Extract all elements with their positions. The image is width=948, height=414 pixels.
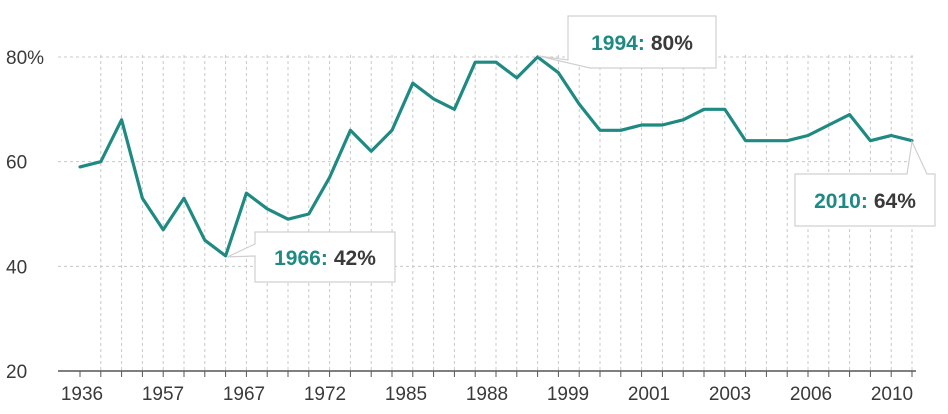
callout-box <box>227 231 396 283</box>
x-tick-label: 1967 <box>223 384 265 405</box>
callout-year: 2010: <box>814 190 868 213</box>
x-tick-label: 1985 <box>385 384 427 405</box>
x-tick-label: 1972 <box>304 384 346 405</box>
callout-1966: 1966: 42% <box>227 231 396 283</box>
callout-year: 1994: <box>591 32 645 55</box>
x-tick-label: 2003 <box>709 384 751 405</box>
callout-1994: 1994: 80% <box>538 15 717 69</box>
x-tick-label: 1988 <box>466 384 508 405</box>
y-tick-label: 60 <box>6 153 27 174</box>
x-tick-label: 2001 <box>628 384 670 405</box>
callout-value: 64% <box>874 190 916 213</box>
y-tick-label: 40 <box>6 257 27 278</box>
callout-label: 1966: 42% <box>274 247 376 270</box>
x-tick-label: 2006 <box>790 384 832 405</box>
y-axis-labels: 20 40 60 80% <box>6 48 44 383</box>
x-tick-label: 2010 <box>871 384 913 405</box>
callout-2010: 2010: 64% <box>794 139 936 227</box>
x-tick-label: 1999 <box>547 384 589 405</box>
series-line <box>78 55 914 258</box>
callout-year: 1966: <box>274 247 328 270</box>
callout-box <box>794 139 936 227</box>
x-tick-label: 1936 <box>61 384 103 405</box>
x-axis-labels: 1936 1957 1967 1972 1985 1988 1999 2001 2003 2006… <box>61 384 913 405</box>
y-tick-label: 80% <box>6 48 44 69</box>
callout-value: 80% <box>651 32 693 55</box>
callout-box <box>538 15 717 69</box>
x-axis-ticks <box>79 371 913 377</box>
callout-label: 1994: 80% <box>591 32 693 55</box>
callout-value: 42% <box>334 247 376 270</box>
callout-label: 2010: 64% <box>814 190 916 213</box>
grid-lines <box>58 55 916 371</box>
y-tick-label: 20 <box>6 362 27 383</box>
callouts: 1966: 42% 1994: 80% 2010: 64% <box>227 15 936 283</box>
x-tick-label: 1957 <box>142 384 184 405</box>
